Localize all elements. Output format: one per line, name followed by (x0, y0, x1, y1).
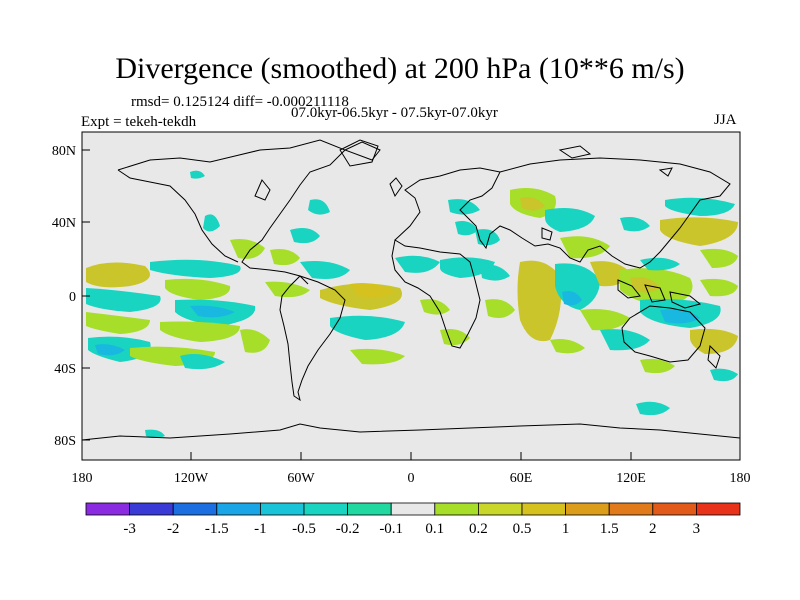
colorbar-label: -2 (167, 521, 180, 537)
colorbar-label: -1.5 (205, 521, 229, 537)
lon-label: 120E (616, 471, 646, 486)
colorbar-swatch (652, 502, 697, 516)
colorbar: -3 -2 -1.5 -1 -0.5 -0.2 -0.1 0.1 0.2 0.5 1 1.5 2 3 (85, 502, 741, 537)
lon-label: 60E (510, 471, 533, 486)
colorbar-swatch (477, 502, 523, 516)
colorbar-swatch (216, 502, 261, 516)
lat-label: 80N (52, 144, 76, 159)
colorbar-swatch (129, 502, 174, 516)
colorbar-swatch (696, 502, 741, 516)
coastlines (81, 139, 741, 441)
colorbar-label: -3 (123, 521, 136, 537)
colorbar-swatch (521, 502, 566, 516)
stats-text: rmsd= 0.125124 diff= -0.000211118 (131, 94, 349, 110)
lat-label: 0 (69, 290, 76, 305)
colorbar-label: -0.5 (292, 521, 316, 537)
lat-label: 40N (52, 216, 76, 231)
lon-label: 120W (174, 471, 209, 486)
colorbar-label: 1.5 (600, 521, 619, 537)
plot-title: Divergence (smoothed) at 200 hPa (10**6 … (115, 52, 685, 85)
lon-label: 60W (287, 471, 315, 486)
lat-label: 40S (54, 362, 76, 377)
colorbar-label: -0.1 (379, 521, 403, 537)
colorbar-swatch (434, 502, 479, 516)
lon-label: 180 (730, 471, 751, 486)
colorbar-swatch (172, 502, 218, 516)
colorbar-swatch (347, 502, 392, 516)
colorbar-label: 0.5 (513, 521, 532, 537)
experiment-text: Expt = tekeh-tekdh (81, 114, 197, 130)
divergence-anomalies (86, 170, 738, 438)
colorbar-label: 2 (649, 521, 657, 537)
colorbar-swatch (85, 502, 130, 516)
colorbar-swatch (303, 502, 348, 516)
colorbar-label: -1 (254, 521, 267, 537)
colorbar-label: 0.1 (425, 521, 444, 537)
period-text: 07.0kyr-06.5kyr - 07.5kyr-07.0kyr (291, 105, 498, 121)
colorbar-swatch (608, 502, 654, 516)
colorbar-label: 3 (693, 521, 701, 537)
colorbar-swatch (565, 502, 610, 516)
colorbar-label: 1 (562, 521, 570, 537)
colorbar-swatch (259, 502, 305, 516)
colorbar-swatch (390, 502, 436, 516)
lat-label: 80S (54, 434, 76, 449)
latitude-axis: 80N 40N 0 40S 80S (52, 144, 90, 449)
lon-label: 0 (408, 471, 415, 486)
colorbar-label: 0.2 (469, 521, 488, 537)
season-text: JJA (714, 112, 737, 128)
colorbar-label: -0.2 (336, 521, 360, 537)
lon-label: 180 (72, 471, 93, 486)
longitude-axis: 180 120W 60W 0 60E 120E 180 (72, 452, 751, 486)
